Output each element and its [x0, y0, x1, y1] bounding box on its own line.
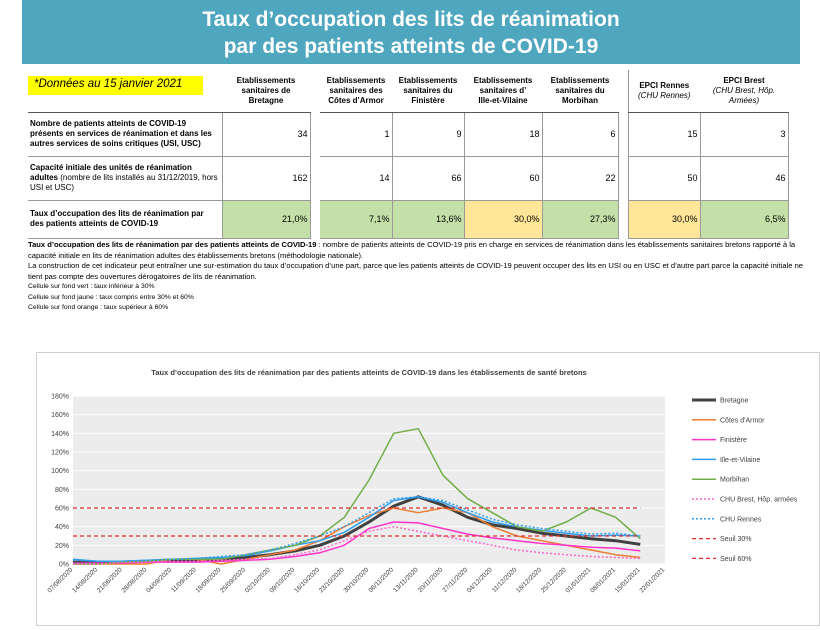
banner-title-line1: Taux d’occupation des lits de réanimatio…: [202, 8, 620, 31]
banner-title-line2: par des patients atteints de COVID-19: [223, 35, 599, 58]
header-cotes-armor: Etablissements sanitaires des Côtes d’Armo…: [320, 70, 392, 113]
cell-value: 60: [464, 156, 543, 201]
cell-value: 14: [320, 156, 393, 201]
legend-label: Finistère: [720, 437, 747, 444]
legend-label: Ille-et-Vilaine: [720, 457, 760, 464]
table-row-capacity: Capacité initiale des unités de réanimat…: [28, 156, 789, 201]
x-tick-label: 13/11/2020: [392, 566, 420, 594]
y-tick-label: 40%: [55, 524, 69, 531]
y-tick-label: 80%: [55, 487, 69, 494]
table-row-patients: Nombre de patients atteints de COVID-19 …: [28, 112, 789, 157]
y-tick-label: 60%: [55, 506, 69, 513]
x-tick-label: 22/01/2021: [638, 566, 666, 594]
x-tick-label: 30/10/2020: [342, 566, 370, 594]
cell-value: 6: [542, 112, 619, 157]
table-row-rate: Taux d’occupation des lits de réanimatio…: [28, 200, 789, 239]
x-tick-label: 20/11/2020: [417, 566, 445, 594]
caveat-text: La construction de cet indicateur peut e…: [28, 261, 804, 281]
cell-value: 46: [700, 156, 789, 201]
row-label-rate: Taux d’occupation des lits de réanimatio…: [28, 200, 223, 239]
cell-value: 3: [700, 112, 789, 157]
header-morbihan: Etablissements sanitaires du Morbihan: [542, 70, 618, 113]
cell-value: 34: [222, 112, 311, 157]
cell-value: 18: [464, 112, 543, 157]
cell-value: 50: [627, 156, 701, 201]
legend-green-note: Cellule sur fond vert : taux inférieur à…: [28, 283, 155, 290]
line-chart: Taux d’occupation des lits de réanimatio…: [36, 352, 820, 626]
y-tick-label: 20%: [55, 543, 69, 550]
legend-label: CHU Rennes: [720, 516, 762, 523]
x-tick-label: 04/09/2020: [145, 566, 173, 594]
row-label-capacity: Capacité initiale des unités de réanimat…: [28, 156, 223, 201]
y-tick-label: 180%: [51, 394, 69, 401]
legend-orange-note: Cellule sur fond orange : taux supérieur…: [28, 304, 169, 311]
cell-value: 22: [542, 156, 619, 201]
rate-cell-yellow: 30,0%: [464, 200, 543, 239]
header-bretagne: Etablissements sanitaires de Bretagne: [222, 70, 310, 113]
series-line: [73, 427, 641, 565]
row-label-patients: Nombre de patients atteints de COVID-19 …: [28, 112, 223, 157]
legend-label: Morbihan: [720, 477, 749, 484]
header-epci-brest: EPCI Brest (CHU Brest, Hôp. Armées): [700, 70, 788, 113]
rate-cell-green: 6,5%: [700, 200, 789, 239]
definition-text: Taux d’occupation des lits de réanimatio…: [28, 240, 796, 260]
series-line: [72, 496, 641, 562]
rate-cell-green: 13,6%: [392, 200, 465, 239]
cell-value: 15: [627, 112, 701, 157]
x-tick-label: 04/12/2020: [466, 566, 494, 594]
legend-yellow-note: Cellule sur fond jaune : taux compris en…: [28, 293, 194, 301]
header-finistere: Etablissements sanitaires du Finistère: [392, 70, 464, 113]
rate-cell-green: 7,1%: [320, 200, 393, 239]
y-tick-label: 140%: [51, 431, 69, 438]
legend-label: Côtes d'Armor: [720, 417, 765, 424]
cell-value: 66: [392, 156, 465, 201]
cell-value: 162: [222, 156, 311, 201]
legend-label: Seuil 30%: [720, 536, 752, 543]
chart-title: Taux d’occupation des lits de réanimatio…: [151, 368, 586, 377]
cell-value: 9: [392, 112, 465, 157]
header-epci-rennes: EPCI Rennes (CHU Rennes): [627, 70, 700, 113]
cell-value: 1: [320, 112, 393, 157]
rate-cell-green: 27,3%: [542, 200, 619, 239]
notes-block: Taux d’occupation des lits de réanimatio…: [28, 240, 818, 314]
series-line: [73, 521, 641, 564]
rate-cell-green: 21,0%: [222, 200, 311, 239]
y-tick-label: 120%: [51, 450, 69, 457]
legend-label: Bretagne: [720, 398, 749, 405]
title-banner: Taux d’occupation des lits de réanimatio…: [22, 0, 800, 64]
chart-svg: Taux d’occupation des lits de réanimatio…: [46, 368, 798, 594]
x-tick-label: 06/11/2020: [367, 566, 395, 594]
header-ille-et-vilaine: Etablissements sanitaires d’ Ille-et-Vilai…: [464, 70, 542, 113]
y-tick-label: 100%: [51, 468, 69, 475]
rate-cell-yellow: 30,0%: [627, 200, 701, 239]
y-tick-label: 160%: [51, 412, 69, 419]
legend-label: Seuil 60%: [720, 556, 752, 563]
occupancy-table: Etablissements sanitaires de Bretagne Etab…: [28, 70, 789, 239]
y-tick-label: 0%: [59, 562, 69, 569]
legend-label: CHU Brest, Hôp. armées: [720, 497, 798, 504]
date-badge: *Données au 15 janvier 2021: [28, 76, 203, 95]
